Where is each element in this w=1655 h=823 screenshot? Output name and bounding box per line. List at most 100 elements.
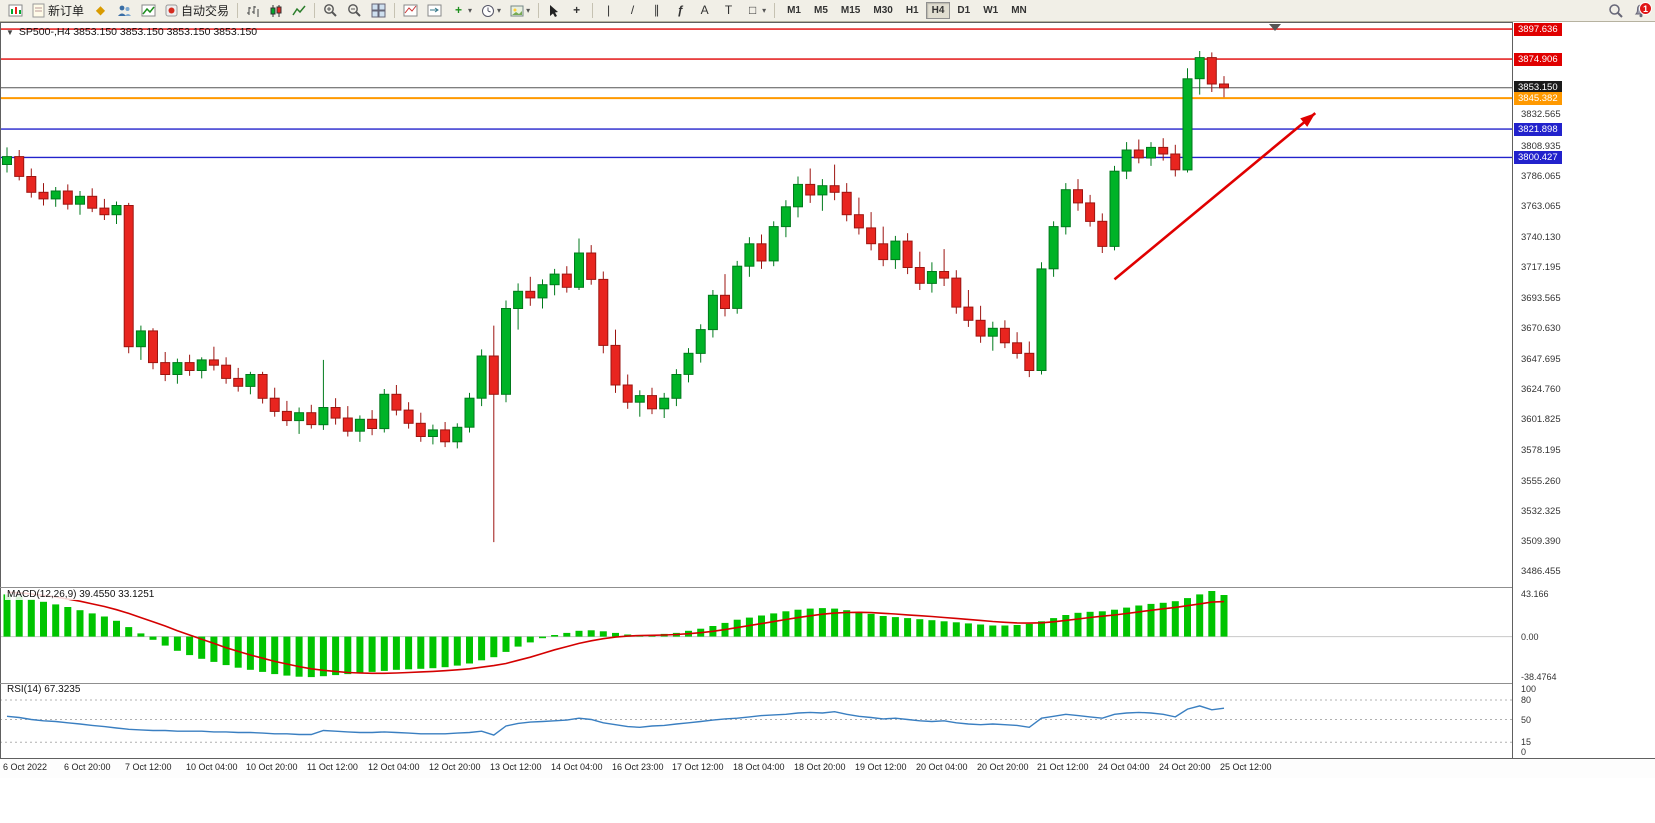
time-label: 21 Oct 12:00	[1037, 762, 1089, 772]
rsi-axis-label: 0	[1521, 747, 1527, 757]
time-label: 18 Oct 04:00	[733, 762, 785, 772]
tile-windows-button[interactable]	[367, 1, 390, 21]
text-label-icon: T	[724, 3, 733, 17]
price-tag-blue: 3821.898	[1514, 123, 1562, 136]
search-button[interactable]	[1604, 1, 1628, 21]
zoom-in-button[interactable]	[319, 1, 342, 21]
indicator-list-icon	[403, 4, 418, 17]
price-tick: 3786.065	[1521, 171, 1561, 182]
metaeditor-icon: ◆	[95, 3, 106, 17]
trendline-tool[interactable]: /	[621, 1, 644, 21]
period-dropdown[interactable]: ▾	[477, 1, 505, 21]
shapes-dropdown[interactable]: □ ▾	[741, 1, 770, 21]
vertical-line-tool[interactable]: |	[597, 1, 620, 21]
new-order-label: 新订单	[48, 4, 85, 18]
text-label-tool[interactable]: T	[717, 1, 740, 21]
price-tick: 3763.065	[1521, 201, 1561, 212]
price-tick: 3578.195	[1521, 445, 1561, 456]
line-chart-button[interactable]	[288, 1, 310, 21]
autotrading-button[interactable]: 自动交易	[161, 1, 233, 21]
timeframe-h1[interactable]: H1	[905, 5, 919, 16]
fibonacci-icon: ƒ	[677, 3, 684, 17]
timeframe-m15[interactable]: M15	[840, 5, 861, 16]
metaeditor-button[interactable]: ◆	[89, 1, 112, 21]
price-tag-orange: 3845.382	[1514, 92, 1562, 105]
collapse-icon[interactable]: ▼	[6, 27, 14, 37]
add-indicator-dropdown[interactable]: + ▾	[447, 1, 476, 21]
price-tick: 3717.195	[1521, 262, 1561, 273]
macd-indicator-pane[interactable]	[0, 587, 1512, 683]
chevron-down-icon: ▾	[526, 6, 531, 15]
chart-header: ▼ SP500-,H4 3853.150 3853.150 3853.150 3…	[6, 26, 257, 38]
rsi-indicator-pane[interactable]	[0, 683, 1512, 758]
pane-separator[interactable]	[0, 683, 1655, 684]
profiles-icon	[118, 5, 132, 16]
new-chart-icon	[8, 4, 23, 17]
trend-arrow-head	[1300, 113, 1316, 127]
time-label: 14 Oct 04:00	[551, 762, 603, 772]
timeframe-group: M1 M5 M15 M30 H1 H4 D1 W1 MN	[781, 2, 1033, 19]
channel-tool[interactable]: ∥	[645, 1, 668, 21]
cursor-button[interactable]	[543, 1, 564, 21]
timeframe-d1[interactable]: D1	[957, 5, 971, 16]
price-axis[interactable]: 3897.636 3874.906 3853.150 3845.382 3832.565…	[1512, 22, 1655, 758]
timeframe-m1[interactable]: M1	[787, 5, 801, 16]
rsi-axis-label: 100	[1521, 684, 1537, 694]
price-tag-current: 3853.150	[1514, 81, 1562, 94]
text-icon: A	[700, 3, 709, 17]
chart-window: ▼ SP500-,H4 3853.150 3853.150 3853.150 3…	[0, 22, 1655, 778]
time-label: 20 Oct 04:00	[916, 762, 968, 772]
price-tick: 3693.565	[1521, 293, 1561, 304]
chart-shift-button[interactable]	[423, 1, 446, 21]
price-chart[interactable]	[0, 22, 1512, 587]
price-tick: 3808.935	[1521, 141, 1561, 152]
timeframe-mn[interactable]: MN	[1011, 5, 1027, 16]
time-label: 6 Oct 2022	[3, 762, 48, 772]
channel-icon: ∥	[653, 3, 660, 17]
template-icon	[510, 5, 524, 16]
candlestick-chart-button[interactable]	[265, 1, 287, 21]
bar-chart-button[interactable]	[242, 1, 264, 21]
line-chart-icon	[292, 5, 306, 15]
timeframe-h4[interactable]: H4	[925, 2, 951, 19]
macd-label: MACD(12,26,9) 39.4550 33.1251	[5, 589, 157, 600]
timeframe-m5[interactable]: M5	[814, 5, 828, 16]
pane-separator[interactable]	[0, 587, 1655, 588]
text-tool[interactable]: A	[693, 1, 716, 21]
new-order-button[interactable]: 新订单	[28, 1, 88, 21]
time-label: 7 Oct 12:00	[125, 762, 172, 772]
price-tick: 3532.325	[1521, 506, 1561, 517]
notifications-button[interactable]: 1	[1629, 1, 1652, 21]
data-window-icon	[141, 4, 156, 17]
rsi-axis-label: 80	[1521, 695, 1532, 705]
bar-chart-icon	[247, 5, 259, 17]
chart-shift-marker[interactable]	[1269, 24, 1281, 31]
trendline-icon: /	[630, 3, 635, 17]
price-tick: 3647.695	[1521, 354, 1561, 365]
zoom-out-button[interactable]	[343, 1, 366, 21]
time-label: 10 Oct 04:00	[186, 762, 238, 772]
data-window-button[interactable]	[137, 1, 160, 21]
new-chart-button[interactable]	[4, 1, 27, 21]
timeframe-m30[interactable]: M30	[873, 5, 893, 16]
indicator-list-button[interactable]	[399, 1, 422, 21]
rsi-axis-label: 50	[1521, 714, 1532, 725]
chevron-down-icon: ▾	[497, 6, 502, 15]
time-label: 13 Oct 12:00	[490, 762, 542, 772]
template-dropdown[interactable]: ▾	[506, 1, 534, 21]
fibonacci-tool[interactable]: ƒ	[669, 1, 692, 21]
chevron-down-icon: ▾	[468, 6, 473, 15]
trend-arrow	[1113, 112, 1317, 281]
timeframe-w1[interactable]: W1	[983, 5, 999, 16]
time-label: 12 Oct 20:00	[429, 762, 481, 772]
time-axis[interactable]: 6 Oct 2022 6 Oct 20:00 7 Oct 12:00 10 Oct 0…	[0, 758, 1655, 778]
clock-icon	[482, 4, 495, 17]
zoom-out-icon	[348, 4, 361, 17]
crosshair-button[interactable]: +	[565, 1, 588, 21]
profiles-button[interactable]	[113, 1, 136, 21]
time-label: 24 Oct 20:00	[1159, 762, 1211, 772]
price-tick: 3601.825	[1521, 414, 1561, 425]
time-label: 6 Oct 20:00	[64, 762, 111, 772]
price-tag-red: 3897.636	[1514, 23, 1562, 36]
cursor-icon	[550, 4, 559, 17]
